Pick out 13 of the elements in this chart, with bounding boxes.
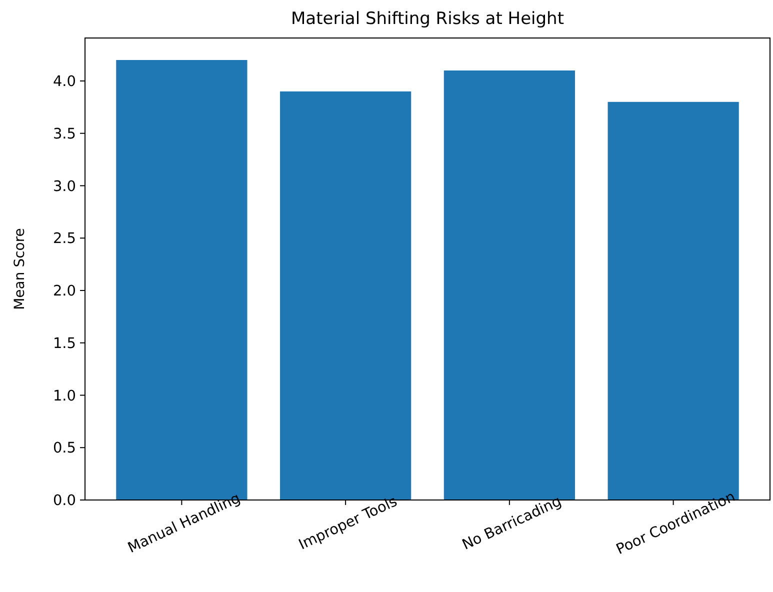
y-tick-label: 0.0 bbox=[52, 493, 76, 510]
y-axis-title: Mean Score bbox=[12, 228, 28, 310]
y-tick-label: 2.5 bbox=[52, 231, 76, 248]
y-tick-label: 3.0 bbox=[52, 178, 76, 195]
bar bbox=[280, 91, 412, 500]
y-tick-label: 1.5 bbox=[52, 336, 76, 352]
y-tick-label: 2.0 bbox=[52, 284, 76, 300]
y-tick-label: 3.5 bbox=[52, 126, 76, 142]
bar bbox=[444, 70, 575, 500]
y-tick-label: 4.0 bbox=[52, 74, 76, 90]
y-tick-label: 1.0 bbox=[52, 388, 76, 404]
chart-title: Material Shifting Risks at Height bbox=[291, 9, 564, 29]
y-tick-label: 0.5 bbox=[52, 440, 76, 457]
